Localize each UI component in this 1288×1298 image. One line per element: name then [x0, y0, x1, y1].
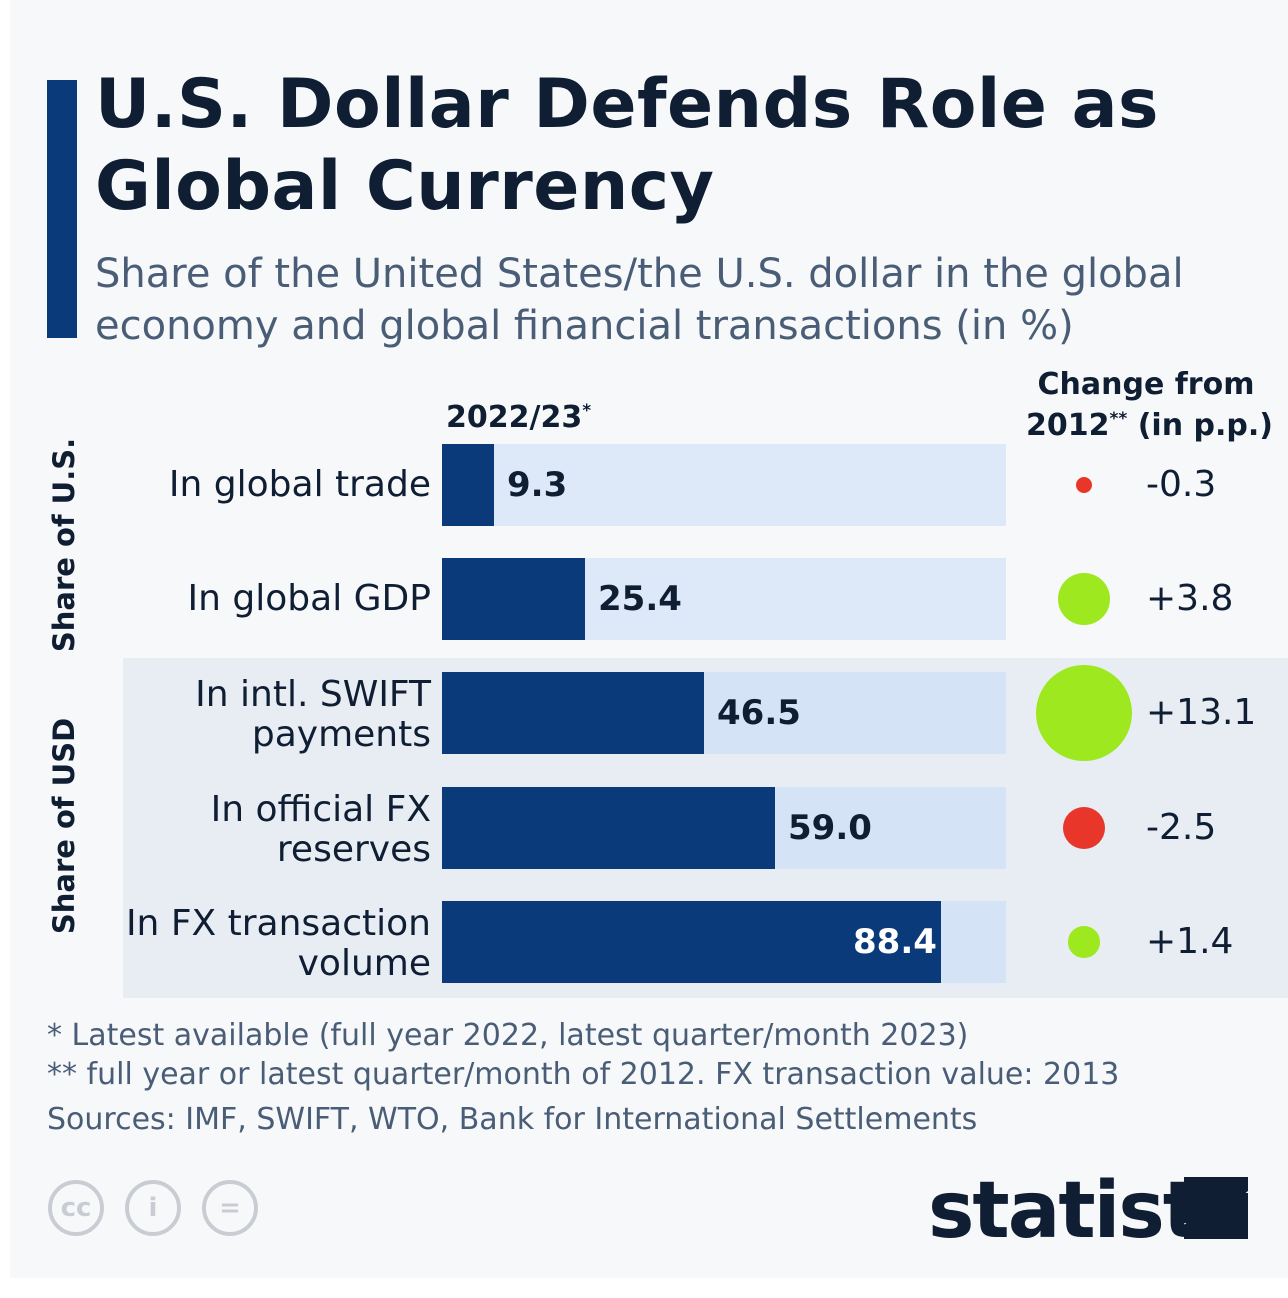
change-dot [1058, 573, 1110, 625]
row-label: In official FX reserves [120, 790, 431, 870]
row-label-line: In official FX [210, 789, 431, 830]
column-header-current-text: 2022/23 [446, 400, 583, 435]
bar-track [442, 444, 1006, 526]
row-label: In FX transaction volume [120, 904, 431, 984]
change-dot [1063, 807, 1105, 849]
bar-value-label: 25.4 [598, 579, 682, 619]
bar-value-label: 88.4 [853, 922, 937, 962]
no-derivatives-icon: = [202, 1180, 258, 1236]
attribution-icon: i [125, 1180, 181, 1236]
row-label: In global GDP [120, 579, 431, 619]
bar [442, 444, 494, 526]
row-label-line: volume [297, 943, 431, 984]
group-label-usd-share: Share of USD [47, 717, 82, 935]
column-header-change: Change from 2012** (in p.p.) [1026, 367, 1273, 443]
change-value-label: -2.5 [1146, 807, 1217, 848]
footnote-base-year: ** full year or latest quarter/month of … [47, 1057, 1120, 1092]
row-label-line: payments [251, 714, 431, 755]
row-label-line: In intl. SWIFT [195, 674, 431, 715]
change-value-label: +13.1 [1146, 692, 1257, 733]
row-label-line: reserves [276, 829, 431, 870]
bar [442, 672, 704, 754]
bar [442, 558, 585, 640]
chart-subtitle: Share of the United States/the U.S. doll… [95, 251, 1184, 349]
group-label-us-share: Share of U.S. [47, 437, 82, 653]
change-dot [1076, 477, 1092, 493]
row-label-line: In FX transaction [125, 903, 431, 944]
row-label-line: In global GDP [187, 578, 431, 619]
row-label: In global trade [120, 465, 431, 505]
bar-value-label: 59.0 [788, 808, 872, 848]
row-label: In intl. SWIFT payments [120, 675, 431, 755]
row-label-line: In global trade [168, 464, 431, 505]
footnote-latest-available: * Latest available (full year 2022, late… [47, 1018, 969, 1053]
bar-value-label: 9.3 [507, 465, 568, 505]
bar [442, 901, 941, 983]
change-value-label: +1.4 [1146, 921, 1234, 962]
change-dot [1036, 665, 1132, 761]
column-header-current-mark: * [582, 401, 592, 421]
bar [442, 787, 775, 869]
bar-value-label: 46.5 [717, 693, 801, 733]
chart-title: U.S. Dollar Defends Role as Global Curre… [95, 65, 1159, 226]
change-value-label: -0.3 [1146, 464, 1217, 505]
change-dot [1068, 926, 1100, 958]
column-header-change-line1: Change from [1037, 367, 1255, 402]
statista-logo-icon [1184, 1177, 1248, 1239]
creative-commons-icon: cc [48, 1180, 104, 1236]
column-header-change-line2: 2012** (in p.p.) [1026, 408, 1273, 443]
column-header-current: 2022/23* [446, 400, 591, 435]
footnote-sources: Sources: IMF, SWIFT, WTO, Bank for Inter… [47, 1102, 978, 1137]
change-value-label: +3.8 [1146, 578, 1234, 619]
title-accent-bar [47, 80, 77, 338]
